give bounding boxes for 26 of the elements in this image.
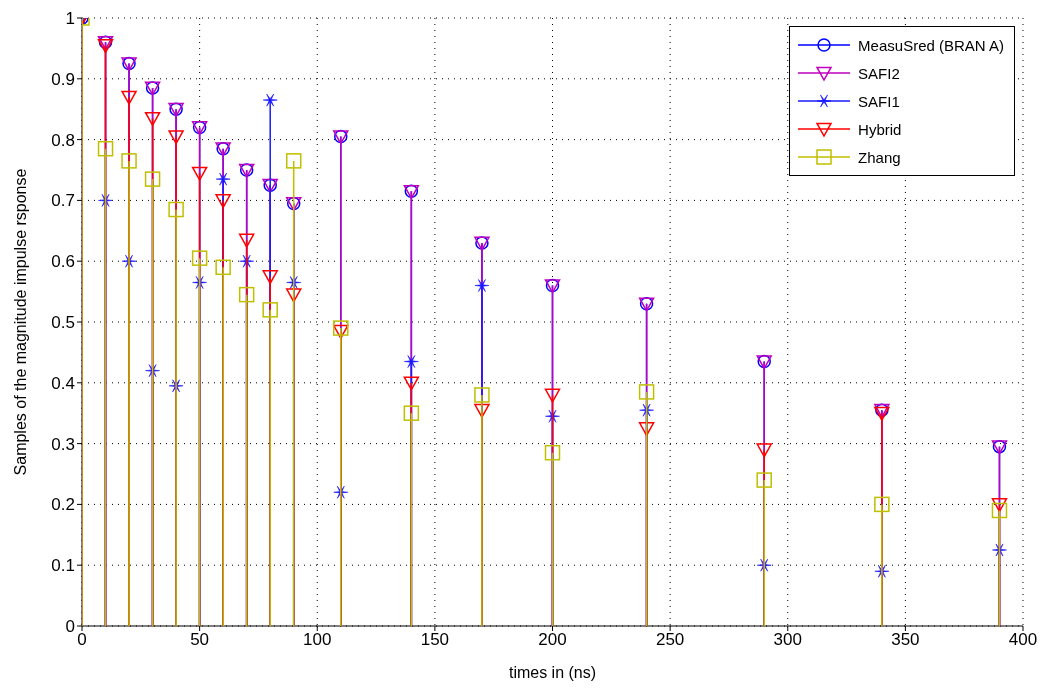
legend-label: Hybrid [858,120,902,138]
y-tick-label: 0.1 [51,556,75,576]
x-tick-label: 150 [420,630,450,650]
y-tick-label: 1 [65,9,75,29]
legend-label: MeasuSred (BRAN A) [858,36,1004,54]
y-tick-label: 0.4 [51,373,75,393]
legend-label: Zhang [858,148,901,166]
x-tick-label: 50 [190,630,210,650]
legend-label: SAFI2 [858,64,900,82]
x-tick-label: 250 [655,630,685,650]
y-tick-label: 0.3 [51,434,75,454]
legend-label: SAFI1 [858,92,900,110]
x-tick-label: 100 [303,630,332,650]
y-tick-label: 0.2 [51,495,75,515]
y-axis-title: Samples of the magnitude impulse rsponse [11,168,29,476]
y-tick-label: 0.9 [51,69,75,89]
y-tick-label: 0.6 [51,252,75,272]
y-tick-label: 0 [65,617,75,637]
x-tick-label: 400 [1008,630,1038,650]
x-tick-label: 350 [891,630,920,650]
y-tick-label: 0.5 [51,313,75,333]
y-tick-label: 0.8 [51,130,75,150]
x-axis-title: times in (ns) [508,664,597,681]
x-tick-label: 200 [538,630,567,650]
x-tick-label: 300 [773,630,802,650]
y-tick-label: 0.7 [51,191,75,211]
